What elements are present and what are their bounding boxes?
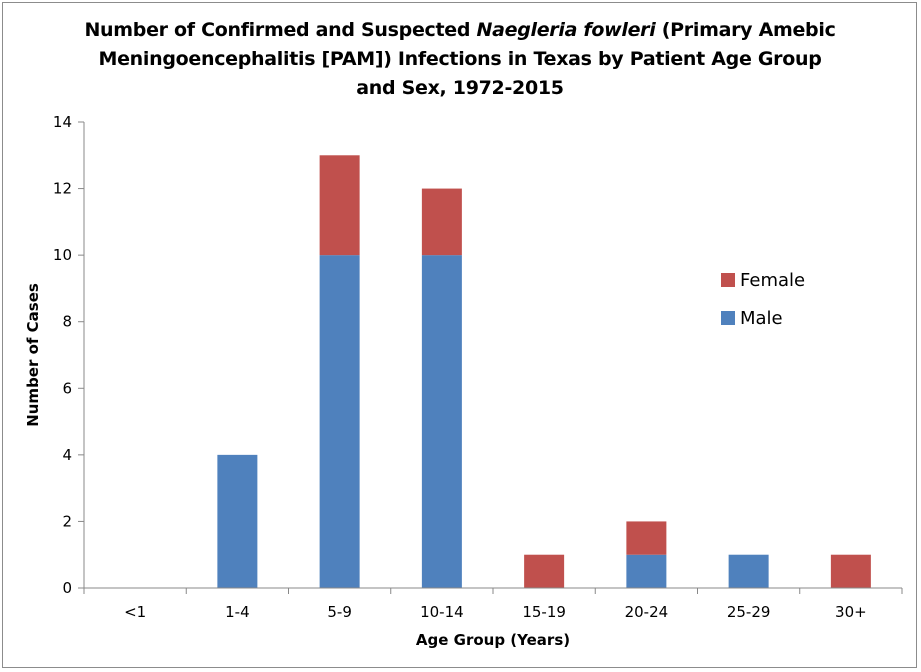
x-tick-label: 10-14	[420, 603, 464, 621]
y-axis-title: Number of Cases	[24, 283, 42, 427]
bar-male	[626, 554, 667, 588]
bar-male	[728, 554, 769, 588]
x-tick-label: 15-19	[522, 603, 566, 621]
x-tick-label: 1-4	[225, 603, 250, 621]
legend-swatch-male	[721, 311, 735, 325]
chart-title: Number of Confirmed and Suspected Naegle…	[60, 16, 860, 103]
bar-female	[626, 521, 667, 555]
x-tick-label: 20-24	[625, 603, 669, 621]
bar-female	[830, 554, 871, 588]
x-tick-label: <1	[124, 603, 146, 621]
legend-swatch-female	[721, 273, 735, 287]
bar-male	[319, 255, 360, 588]
y-tick-label: 2	[62, 512, 72, 530]
bar-male	[421, 255, 462, 588]
bar-female	[524, 554, 565, 588]
bar-male	[217, 454, 258, 588]
legend: Female Male	[721, 270, 805, 329]
legend-label-female: Female	[740, 270, 805, 291]
chart-title-line-1: Number of Confirmed and Suspected Naegle…	[84, 19, 836, 41]
x-tick-label: 30+	[835, 603, 867, 621]
y-tick-label: 0	[62, 579, 72, 597]
x-tick-label: 5-9	[327, 603, 352, 621]
x-axis-ticks: <1 1-4 5-9 10-14 15-19 20-24 25-29 30+	[83, 588, 903, 621]
chart-title-line-2: Meningoencephalitis [PAM]) Infections in…	[98, 48, 822, 70]
y-tick-label: 10	[53, 246, 72, 264]
axes-group	[83, 122, 902, 589]
y-tick-label: 4	[62, 446, 72, 464]
chart-title-line-3: and Sex, 1972-2015	[356, 77, 564, 99]
y-axis-ticks: 0 2 4 6 8 10 12 14	[53, 113, 84, 597]
y-tick-label: 6	[62, 379, 72, 397]
bar-female	[421, 188, 462, 256]
legend-label-male: Male	[740, 308, 783, 329]
y-tick-label: 12	[53, 180, 72, 198]
bars-group	[217, 155, 871, 588]
bar-female	[319, 155, 360, 256]
chart-title-species: Naegleria fowleri	[476, 19, 656, 41]
x-tick-label: 25-29	[727, 603, 771, 621]
y-tick-label: 8	[62, 313, 72, 331]
x-axis-title: Age Group (Years)	[416, 631, 570, 649]
y-tick-label: 14	[53, 113, 72, 131]
